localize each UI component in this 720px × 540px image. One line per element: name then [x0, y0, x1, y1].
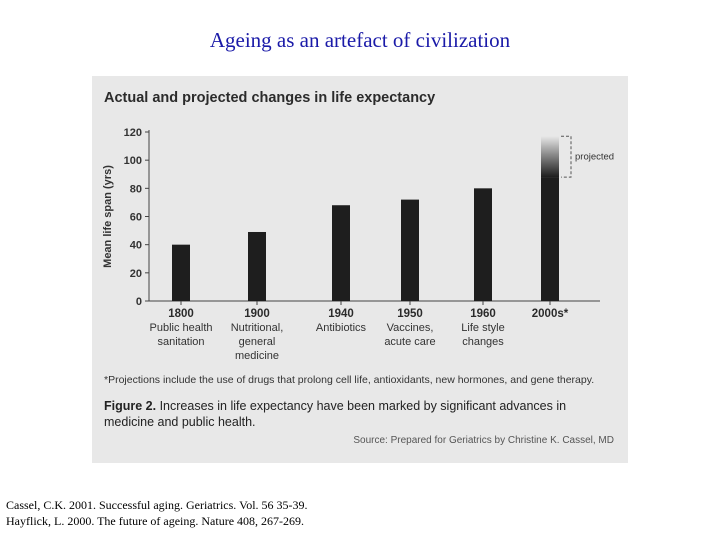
bar — [474, 188, 492, 301]
bar — [172, 244, 190, 301]
chart-footnote: *Projections include the use of drugs th… — [104, 374, 595, 386]
projected-bar-segment — [541, 136, 559, 178]
y-axis-label: Mean life span (yrs) — [102, 165, 114, 268]
x-category-sublabel: Nutritional, — [231, 322, 284, 334]
x-category-sublabel: Vaccines, — [387, 322, 434, 334]
y-tick-label: 0 — [136, 296, 142, 308]
bar — [401, 199, 419, 301]
x-tick-label: 1950 — [397, 308, 423, 320]
figure-panel: Actual and projected changes in life exp… — [92, 76, 628, 463]
y-tick-label: 40 — [130, 240, 142, 252]
x-category-sublabel: medicine — [235, 350, 279, 362]
life-expectancy-chart: 0 20 40 60 80 100 120 Mean life span (yrs) 1800 P… — [102, 127, 614, 362]
projected-label: projected — [575, 152, 614, 163]
x-tick-label: 1940 — [328, 308, 354, 320]
y-tick-label: 60 — [130, 212, 142, 224]
x-category-sublabel: general — [239, 336, 276, 348]
bar — [541, 177, 559, 301]
bar — [332, 205, 350, 301]
x-tick-label: 1800 — [168, 308, 194, 320]
x-tick-label: 1900 — [244, 308, 270, 320]
figure-caption-text: Increases in life expectancy have been m… — [104, 399, 567, 429]
x-category-sublabel: changes — [462, 336, 504, 348]
x-category-sublabel: Public health — [150, 322, 213, 334]
x-category-sublabel: sanitation — [157, 336, 204, 348]
chart-title: Actual and projected changes in life exp… — [104, 90, 436, 106]
y-tick-label: 20 — [130, 268, 142, 280]
reference-item: Hayflick, L. 2000. The future of ageing.… — [6, 514, 305, 528]
x-category-sublabel: acute care — [384, 336, 435, 348]
references: Cassel, C.K. 2001. Successful aging. Ger… — [6, 497, 308, 529]
x-category-sublabel: Antibiotics — [316, 322, 367, 334]
figure-caption-label: Figure 2. — [104, 399, 157, 413]
bar — [248, 231, 266, 301]
projected-bracket — [561, 135, 572, 178]
reference-item: Cassel, C.K. 2001. Successful aging. Ger… — [6, 498, 308, 512]
x-tick-label: 1960 — [470, 308, 496, 320]
y-tick-label: 120 — [124, 127, 142, 139]
y-tick-label: 80 — [130, 183, 142, 195]
slide-title: Ageing as an artefact of civilization — [209, 28, 511, 52]
figure-caption: Figure 2. Increases in life expectancy h… — [104, 398, 619, 430]
y-tick-label: 100 — [124, 155, 142, 167]
x-tick-label: 2000s* — [532, 308, 569, 320]
figure-source: Source: Prepared for Geriatrics by Chris… — [353, 435, 614, 446]
x-category-sublabel: Life style — [461, 322, 504, 334]
